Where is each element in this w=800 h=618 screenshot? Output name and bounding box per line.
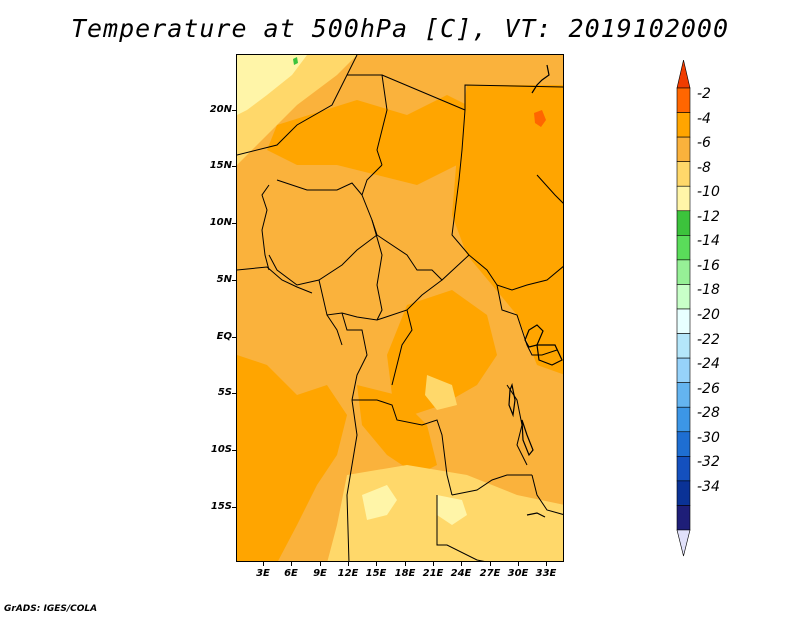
lon-label-27e: 27E xyxy=(479,568,501,579)
colorbar-label: -32 xyxy=(697,454,720,471)
lat-tick xyxy=(232,223,236,224)
fill-cold-patch xyxy=(293,57,298,65)
lon-label-9e: 9E xyxy=(313,568,327,579)
colorbar-segment xyxy=(676,210,691,236)
lat-tick xyxy=(232,393,236,394)
lon-tick xyxy=(291,562,292,566)
colorbar-label: -30 xyxy=(697,429,720,446)
lat-label-10s: 10S xyxy=(210,444,232,455)
lat-label-10n: 10N xyxy=(209,217,232,228)
colorbar-segment xyxy=(676,284,691,310)
colorbar-segment xyxy=(676,456,691,482)
lon-tick xyxy=(461,562,462,566)
lat-label-eq: EQ xyxy=(216,331,232,342)
colorbar-segment xyxy=(676,431,691,457)
fill-central-congo xyxy=(387,290,497,415)
colorbar-label: -22 xyxy=(697,331,720,348)
fill-north-band xyxy=(267,95,467,185)
footer-credit: GrADS: IGES/COLA xyxy=(4,604,98,614)
lon-label-30e: 30E xyxy=(507,568,529,579)
colorbar-label: -20 xyxy=(697,307,720,323)
colorbar-label: -12 xyxy=(697,208,720,225)
lon-tick xyxy=(263,562,264,566)
fill-east-region xyxy=(452,85,563,375)
colorbar-label: -24 xyxy=(697,356,720,373)
colorbar-segment xyxy=(676,259,691,285)
colorbar-label: -18 xyxy=(697,282,720,299)
lat-tick xyxy=(232,507,236,508)
colorbar-label: -26 xyxy=(697,380,720,397)
fill-southwest-ocean xyxy=(237,355,347,561)
lon-label-21e: 21E xyxy=(422,568,444,579)
colorbar-bottom-arrow xyxy=(676,529,691,557)
lon-label-33e: 33E xyxy=(535,568,557,579)
colorbar-label: -14 xyxy=(697,233,720,250)
lat-tick xyxy=(232,450,236,451)
map-title: Temperature at 500hPa [C], VT: 201910200… xyxy=(70,14,730,43)
fill-south-central xyxy=(357,385,437,475)
lon-label-24e: 24E xyxy=(450,568,472,579)
colorbar-segment xyxy=(676,357,691,383)
lat-tick xyxy=(232,166,236,167)
lat-label-15s: 15S xyxy=(210,501,232,512)
lon-tick xyxy=(320,562,321,566)
lon-tick xyxy=(518,562,519,566)
lon-tick xyxy=(546,562,547,566)
lon-tick xyxy=(376,562,377,566)
lat-label-20n: 20N xyxy=(209,104,232,115)
map-panel[interactable] xyxy=(236,54,564,562)
colorbar-label: -8 xyxy=(697,159,711,176)
lon-tick xyxy=(433,562,434,566)
temperature-map[interactable] xyxy=(237,55,564,562)
fill-south-2 xyxy=(425,375,457,410)
colorbar-segment xyxy=(676,505,691,531)
lon-label-3e: 3E xyxy=(256,568,270,579)
lon-tick xyxy=(348,562,349,566)
lon-label-6e: 6E xyxy=(284,568,298,579)
colorbar-segment xyxy=(676,87,691,113)
fill-south-pale-2 xyxy=(437,495,467,525)
colorbar-top-arrow xyxy=(676,60,691,89)
colorbar xyxy=(676,60,691,557)
colorbar-segment xyxy=(676,333,691,359)
colorbar-label: -10 xyxy=(697,184,720,201)
lat-label-5s: 5S xyxy=(217,387,232,398)
fill-far-northwest xyxy=(237,55,307,115)
lat-tick xyxy=(232,110,236,111)
colorbar-label: -2 xyxy=(697,86,711,102)
colorbar-segment xyxy=(676,185,691,212)
colorbar-segment xyxy=(676,382,691,408)
lat-label-15n: 15N xyxy=(209,160,232,171)
colorbar-segment xyxy=(676,136,691,162)
colorbar-label: -4 xyxy=(697,110,711,127)
lon-label-12e: 12E xyxy=(337,568,359,579)
fill-warm-patch xyxy=(534,110,546,127)
lon-tick xyxy=(490,562,491,566)
lake-outlines xyxy=(508,64,563,518)
lat-label-5n: 5N xyxy=(216,274,232,285)
colorbar-segment xyxy=(676,112,691,138)
colorbar-segment xyxy=(676,235,691,261)
colorbar-label: -16 xyxy=(697,257,720,274)
fill-south-pale xyxy=(362,485,397,520)
lat-tick xyxy=(232,280,236,281)
lon-label-18e: 18E xyxy=(394,568,416,579)
colorbar-segment xyxy=(676,406,691,433)
colorbar-label: -6 xyxy=(697,135,711,152)
colorbar-segment xyxy=(676,161,691,187)
colorbar-segment xyxy=(676,308,691,334)
lon-label-15e: 15E xyxy=(365,568,387,579)
colorbar-label: -28 xyxy=(697,405,720,422)
lat-tick xyxy=(232,337,236,338)
colorbar-label: -34 xyxy=(697,478,720,495)
country-borders xyxy=(237,55,563,561)
colorbar-segment xyxy=(676,480,691,506)
lon-tick xyxy=(405,562,406,566)
